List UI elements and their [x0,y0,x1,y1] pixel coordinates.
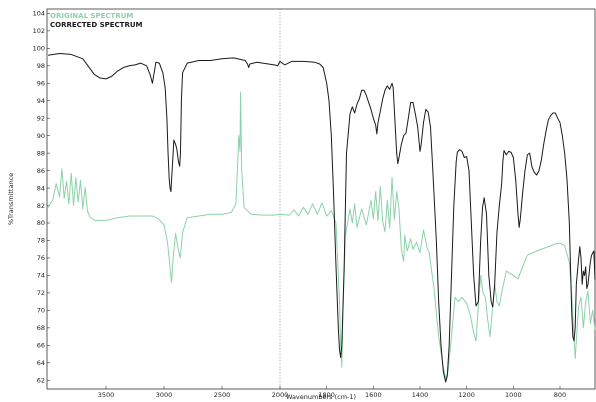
series-line-original-spectrum [47,91,596,380]
x-axis: 3500 3000 2500 2000 1800 1600 1400 1200 1000 800 [98,386,566,399]
x-tick-label: 2000 [272,391,289,399]
y-tick-label: 62 [37,376,45,384]
y-tick-label: 94 [37,97,45,105]
x-tick-label: 1200 [458,391,475,399]
x-tick-label: 2500 [214,391,231,399]
x-tick-label: 1400 [412,391,429,399]
x-tick-label: 1000 [505,391,522,399]
y-tick-label: 66 [37,342,45,350]
legend-original: ORIGINAL SPECTRUM [50,12,133,20]
y-tick-label: 72 [37,289,45,297]
y-tick-label: 102 [33,27,45,35]
series-layer [47,53,596,383]
y-axis-title: %Transmittance [7,173,15,225]
y-tick-label: 88 [37,149,45,157]
series-line-corrected-spectrum [47,53,596,383]
y-tick-label: 92 [37,114,45,122]
y-tick-label: 84 [37,184,45,192]
y-tick-label: 96 [37,79,45,87]
x-tick-label: 1600 [365,391,382,399]
y-tick-label: 82 [37,202,45,210]
y-tick-label: 68 [37,324,45,332]
y-tick-label: 76 [37,254,45,262]
plot-frame [46,8,596,390]
y-tick-label: 70 [37,307,45,315]
legend-corrected: CORRECTED SPECTRUM [50,21,143,29]
x-tick-label: 3500 [98,391,115,399]
y-tick-label: 78 [37,237,45,245]
x-tick-label: 3000 [156,391,173,399]
y-tick-label: 100 [33,45,45,53]
y-tick-label: 64 [37,359,45,367]
y-tick-label: 98 [37,62,45,70]
y-axis: 62 64 66 68 70 72 74 76 78 80 82 84 86 88 90 92 94 96 98 10… [33,10,50,384]
y-tick-label: 80 [37,219,45,227]
x-tick-label: 1800 [318,391,335,399]
x-axis-title: Wavenumbers (cm-1) [286,393,356,401]
x-tick-label: 800 [554,391,566,399]
y-tick-label: 90 [37,132,45,140]
y-tick-label: 74 [37,272,45,280]
y-tick-label: 86 [37,167,45,175]
y-tick-label: 104 [33,10,45,18]
